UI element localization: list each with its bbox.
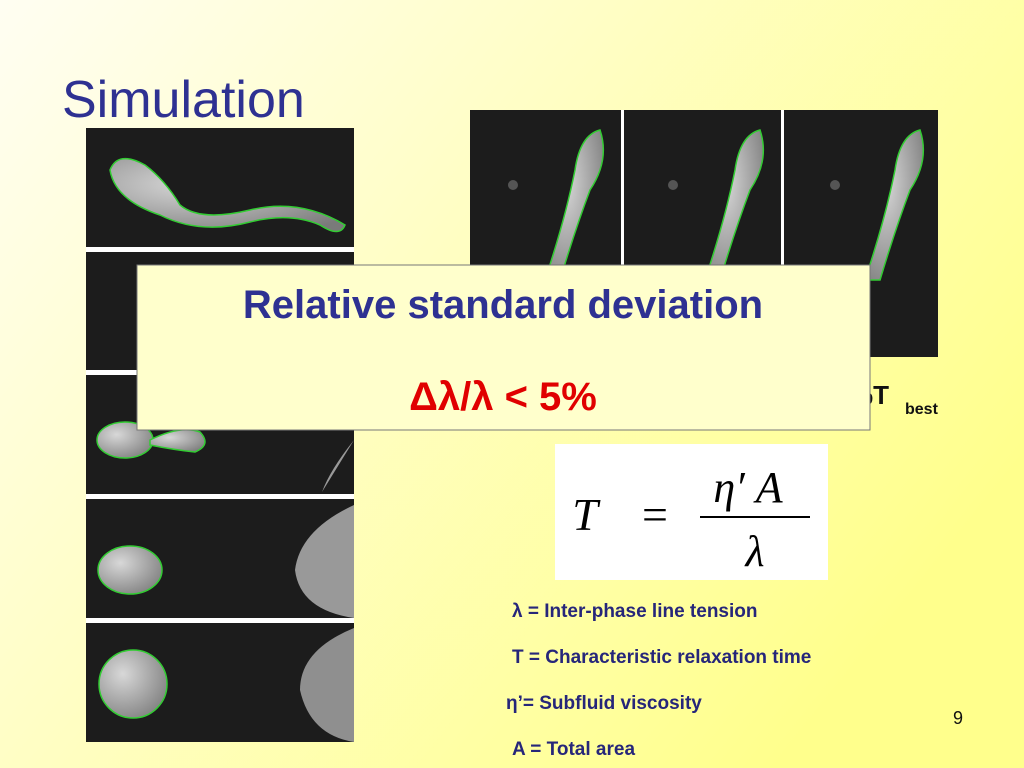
callout-heading: Relative standard deviation <box>243 283 763 327</box>
definition: η’= Subfluid viscosity <box>506 693 702 714</box>
callout-formula: Δλ/λ < 5% <box>409 375 597 419</box>
page-number: 9 <box>953 708 963 728</box>
slide-title: Simulation <box>62 71 305 129</box>
equation-relation: = <box>642 489 668 540</box>
callout-box <box>136 264 871 431</box>
definition: λ = Inter-phase line tension <box>512 601 757 622</box>
simulation-frames <box>86 128 354 742</box>
definition: A = Total area <box>512 739 635 760</box>
side-note-subscript: best <box>905 401 939 418</box>
equation-box <box>555 444 828 580</box>
equation-lhs: T <box>572 489 601 540</box>
definition: T = Characteristic relaxation time <box>512 647 811 668</box>
equation-denominator: λ <box>743 527 764 576</box>
equation-numerator: η′ A <box>713 463 783 512</box>
